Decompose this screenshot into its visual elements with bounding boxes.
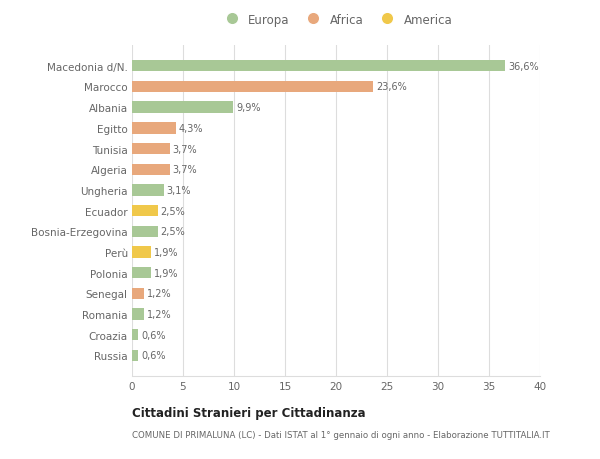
Text: 4,3%: 4,3% [179, 123, 203, 134]
Bar [132, 164, 170, 175]
Text: 0,6%: 0,6% [141, 351, 166, 361]
Bar [132, 350, 138, 361]
Bar [132, 226, 157, 237]
Bar [132, 247, 151, 258]
Text: 3,7%: 3,7% [173, 144, 197, 154]
Bar [132, 268, 151, 279]
Bar [132, 309, 144, 320]
Text: 3,1%: 3,1% [167, 185, 191, 196]
Bar [132, 206, 157, 217]
Bar [132, 288, 144, 299]
Text: Cittadini Stranieri per Cittadinanza: Cittadini Stranieri per Cittadinanza [132, 406, 365, 419]
Bar [132, 185, 164, 196]
Text: 0,6%: 0,6% [141, 330, 166, 340]
Text: 36,6%: 36,6% [508, 62, 539, 72]
Text: 1,9%: 1,9% [154, 268, 179, 278]
Text: 3,7%: 3,7% [173, 165, 197, 175]
Text: 2,5%: 2,5% [161, 227, 185, 237]
Bar [132, 144, 170, 155]
Text: COMUNE DI PRIMALUNA (LC) - Dati ISTAT al 1° gennaio di ogni anno - Elaborazione : COMUNE DI PRIMALUNA (LC) - Dati ISTAT al… [132, 430, 550, 439]
Bar [132, 61, 505, 72]
Bar [132, 330, 138, 341]
Bar [132, 123, 176, 134]
Text: 1,2%: 1,2% [148, 289, 172, 299]
Text: 1,2%: 1,2% [148, 309, 172, 319]
Bar [132, 102, 233, 113]
Bar [132, 82, 373, 93]
Text: 2,5%: 2,5% [161, 206, 185, 216]
Text: 1,9%: 1,9% [154, 247, 179, 257]
Legend: Europa, Africa, America: Europa, Africa, America [215, 9, 457, 31]
Text: 9,9%: 9,9% [236, 103, 260, 113]
Text: 23,6%: 23,6% [376, 82, 407, 92]
